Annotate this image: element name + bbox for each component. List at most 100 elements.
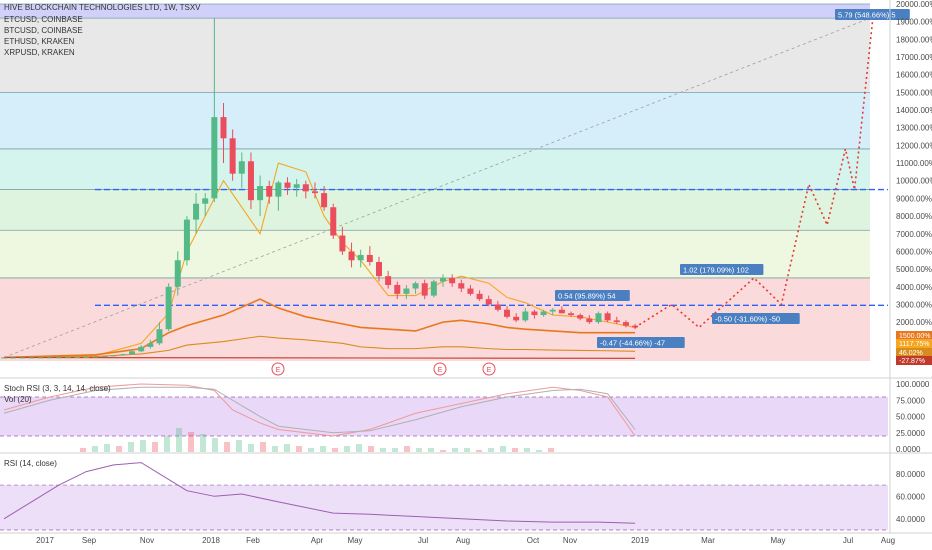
volume-bar	[464, 448, 470, 452]
candle-body[interactable]	[540, 311, 547, 316]
candle-body[interactable]	[156, 329, 163, 344]
stoch-y-tick: 0.0000	[896, 445, 921, 454]
legend-btcusd[interactable]: BTCUSD, COINBASE	[4, 26, 83, 35]
candle-body[interactable]	[220, 117, 227, 139]
candle-body[interactable]	[83, 356, 90, 358]
price-tag-box	[896, 339, 932, 348]
candle-body[interactable]	[467, 288, 474, 294]
candle-body[interactable]	[558, 309, 565, 314]
candle-body[interactable]	[613, 320, 620, 323]
candle-body[interactable]	[440, 277, 446, 282]
candle-body[interactable]	[339, 235, 346, 252]
candle-body[interactable]	[348, 251, 355, 261]
candle-body[interactable]	[330, 207, 337, 236]
candle-body[interactable]	[65, 357, 72, 359]
candle-body[interactable]	[284, 182, 291, 188]
candle-body[interactable]	[202, 198, 209, 204]
candle-body[interactable]	[46, 357, 53, 359]
candle-body[interactable]	[28, 357, 35, 359]
candle-body[interactable]	[211, 117, 218, 199]
candle-body[interactable]	[449, 277, 456, 284]
measure-label-text: 0.54 (95.89%) 54	[558, 292, 616, 301]
ethusd-line	[3, 335, 636, 359]
candle-body[interactable]	[238, 161, 245, 174]
candle-body[interactable]	[193, 203, 200, 220]
legend-ethusd[interactable]: ETHUSD, KRAKEN	[4, 37, 74, 46]
candle-body[interactable]	[174, 260, 181, 287]
candle-body[interactable]	[138, 346, 145, 352]
candle-body[interactable]	[604, 313, 611, 321]
candle-body[interactable]	[229, 138, 236, 174]
candle-body[interactable]	[549, 309, 556, 312]
candle-body[interactable]	[55, 357, 62, 359]
candle-body[interactable]	[476, 293, 483, 300]
candle-body[interactable]	[522, 311, 529, 321]
volume-bar	[212, 438, 218, 452]
candle-body[interactable]	[568, 313, 575, 316]
volume-bar	[308, 448, 314, 452]
candle-body[interactable]	[302, 184, 309, 192]
candle-body[interactable]	[485, 299, 492, 305]
candle-body[interactable]	[577, 315, 584, 319]
candle-body[interactable]	[385, 276, 392, 286]
candle-body[interactable]	[275, 182, 282, 197]
volume-bar	[104, 444, 110, 452]
candle-body[interactable]	[504, 309, 511, 317]
legend-etcusd[interactable]: ETCUSD, COINBASE	[4, 15, 83, 24]
projection-path[interactable]	[634, 18, 874, 329]
candle-body[interactable]	[19, 357, 26, 359]
price-tag-box	[896, 356, 932, 365]
candle-body[interactable]	[531, 311, 538, 316]
measure-label-box[interactable]	[555, 290, 630, 301]
legend-xrpusd[interactable]: XRPUSD, KRAKEN	[4, 48, 75, 57]
candle-body[interactable]	[183, 219, 190, 261]
candle-body[interactable]	[266, 186, 273, 197]
candle-body[interactable]	[311, 191, 318, 194]
candle-body[interactable]	[421, 283, 428, 296]
candle-body[interactable]	[357, 254, 364, 261]
candle-body[interactable]	[458, 283, 465, 289]
measure-label-box[interactable]	[835, 9, 910, 20]
candle-body[interactable]	[110, 355, 117, 357]
candle-body[interactable]	[74, 357, 81, 359]
candle-body[interactable]	[165, 286, 172, 330]
candle-body[interactable]	[321, 193, 328, 208]
volume-bar	[380, 448, 386, 452]
candle-body[interactable]	[494, 304, 501, 310]
y-tick-label: 15000.00%	[896, 88, 932, 97]
earnings-event-marker[interactable]	[271, 362, 285, 376]
price-tag-label: 1117.75%	[899, 341, 930, 348]
x-tick-label: Mar	[701, 536, 715, 545]
candle-body[interactable]	[257, 186, 264, 201]
candle-body[interactable]	[92, 356, 99, 358]
candle-body[interactable]	[119, 354, 126, 356]
candle-body[interactable]	[513, 316, 520, 321]
candle-body[interactable]	[247, 161, 254, 201]
candle-body[interactable]	[366, 254, 373, 263]
earnings-event-marker[interactable]	[482, 362, 496, 376]
candle-body[interactable]	[375, 262, 382, 277]
candle-body[interactable]	[293, 184, 300, 188]
candle-body[interactable]	[37, 357, 44, 359]
candle-body[interactable]	[586, 318, 593, 323]
trend-line[interactable]	[3, 17, 871, 358]
candle-body[interactable]	[147, 343, 154, 347]
candle-body[interactable]	[595, 313, 602, 323]
earnings-event-marker[interactable]	[433, 362, 447, 376]
candle-body[interactable]	[430, 281, 437, 296]
candle-body[interactable]	[101, 356, 108, 358]
x-tick-label: 2019	[631, 536, 649, 545]
candle-body[interactable]	[129, 351, 136, 355]
candle-body[interactable]	[622, 322, 629, 326]
x-tick-label: Jul	[843, 536, 853, 545]
measure-label-box[interactable]	[712, 313, 800, 324]
candle-body[interactable]	[1, 357, 7, 359]
candle-body[interactable]	[394, 285, 401, 294]
candle-body[interactable]	[403, 288, 410, 294]
measure-label-box[interactable]	[597, 337, 685, 348]
measure-label-box[interactable]	[680, 264, 764, 275]
y-tick-label: 11000.00%	[896, 159, 932, 168]
candle-body[interactable]	[10, 357, 17, 359]
stoch-rsi-title: Stoch RSI (3, 3, 14, 14, close)	[4, 384, 111, 393]
candle-body[interactable]	[412, 283, 419, 289]
